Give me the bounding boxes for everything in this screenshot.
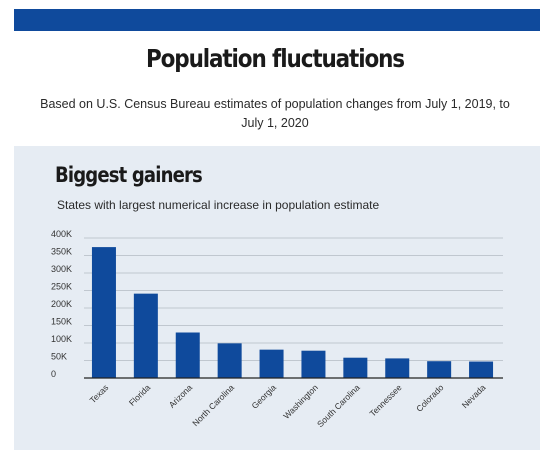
y-tick-label: 200K [51,299,72,309]
x-tick-label: Tennessee [368,382,404,418]
bar [343,357,368,378]
bar [175,332,200,378]
bar [217,343,242,378]
bar [133,293,158,378]
y-tick-label: 400K [51,229,72,239]
page-subtitle: Based on U.S. Census Bureau estimates of… [40,97,510,130]
x-tick-label: Texas [88,382,111,405]
y-tick-label: 150K [51,317,72,327]
bar [427,361,452,378]
y-tick-label: 100K [51,334,72,344]
bar [259,349,284,378]
x-tick-label: Nevada [460,382,488,410]
y-tick-label: 350K [51,247,72,257]
bar [385,358,410,378]
x-tick-label: Washington [281,382,320,421]
x-tick-label: Florida [127,382,153,408]
bar [469,361,494,378]
y-tick-label: 0 [51,369,56,379]
y-tick-label: 50K [51,352,67,362]
y-tick-label: 250K [51,282,72,292]
top-accent-bar [14,9,540,31]
chart-subtitle: States with largest numerical increase i… [57,198,380,212]
y-tick-label: 300K [51,264,72,274]
bar [91,247,116,378]
page-title: Population fluctuations [146,44,405,73]
x-tick-label: Arizona [167,382,195,410]
x-tick-label: Colorado [414,382,446,414]
x-tick-label: North Carolina [190,382,236,428]
x-tick-label: South Carolina [315,382,362,429]
x-tick-label: Georgia [250,382,279,411]
bar [301,350,326,378]
chart-title: Biggest gainers [55,163,203,187]
